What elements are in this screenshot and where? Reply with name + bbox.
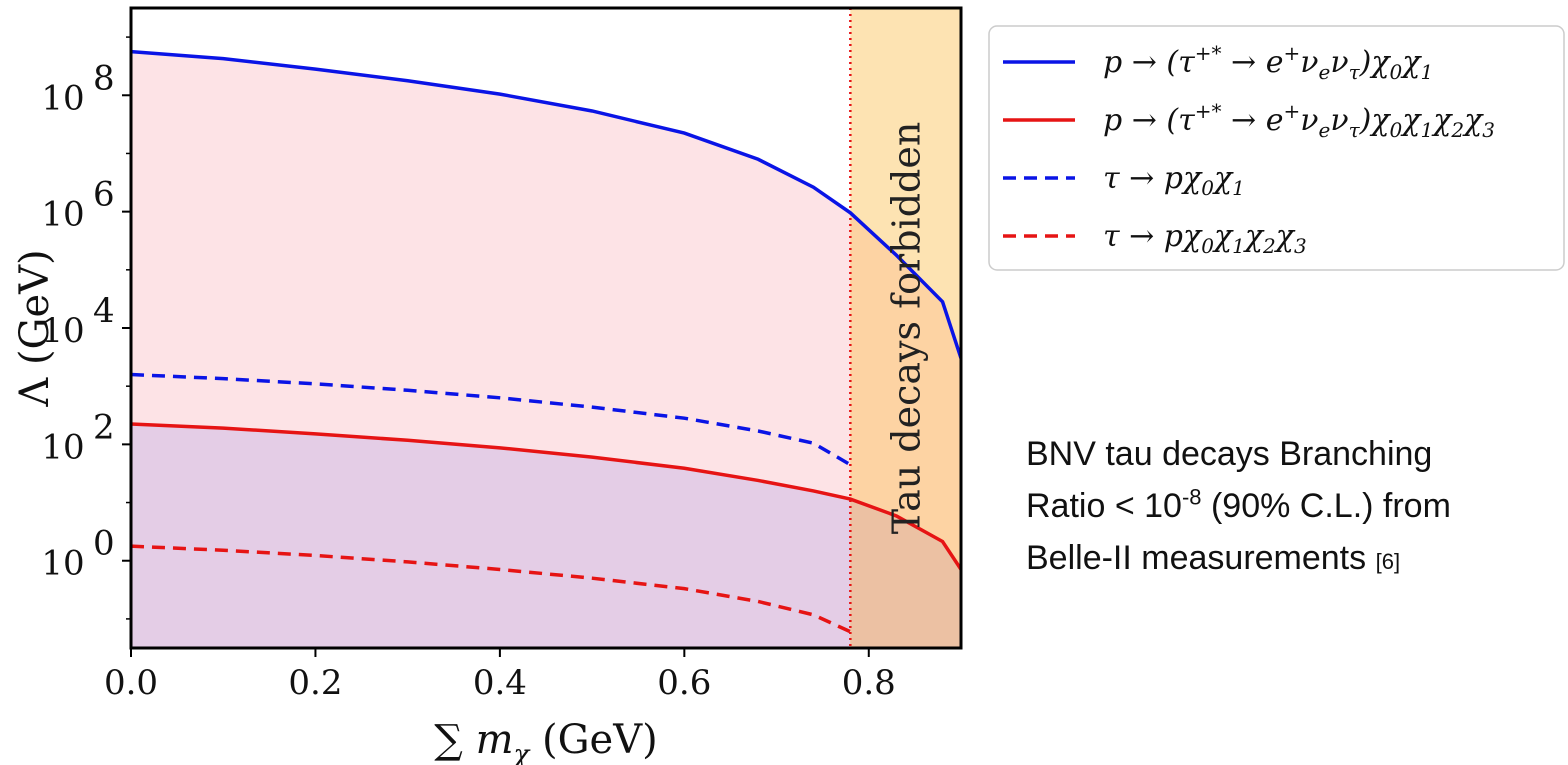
y-tick-label: 10 xyxy=(41,311,84,351)
y-tick-exponent: 4 xyxy=(93,291,115,331)
note-line-2-sup: -8 xyxy=(1181,484,1202,510)
legend-label-2: p → (τ+* → e+νeντ)χ0χ1χ2χ3 xyxy=(1103,99,1495,142)
y-tick-label: 10 xyxy=(41,427,84,467)
note-line-2-b: (90% C.L.) from xyxy=(1201,487,1451,525)
y-tick-exponent: 8 xyxy=(93,58,115,98)
legend-label-1: p → (τ+* → e+νeντ)χ0χ1 xyxy=(1103,41,1433,84)
series-line-4 xyxy=(131,544,852,634)
note-line-2-a: Ratio < 10 xyxy=(1026,487,1182,525)
x-tick-label: 0.6 xyxy=(657,663,711,703)
legend-label-3: τ → pχ0χ1 xyxy=(1103,161,1245,200)
y-tick-label: 10 xyxy=(41,544,84,584)
y-tick-label: 10 xyxy=(41,195,84,235)
y-tick-exponent: 2 xyxy=(93,407,115,447)
branching-ratio-note: BNV tau decays Branching Ratio < 10-8 (9… xyxy=(1026,428,1556,588)
note-reference: [6] xyxy=(1375,549,1401,574)
legend-box xyxy=(988,25,1565,271)
legend-label-4: τ → pχ0χ1χ2χ3 xyxy=(1103,219,1307,258)
note-line-3-a: Belle-II measurements xyxy=(1026,539,1376,577)
note-line-1: BNV tau decays Branching xyxy=(1026,435,1433,473)
forbidden-overlap-purple xyxy=(850,499,961,648)
series-line-3 xyxy=(131,372,852,467)
y-tick-exponent: 6 xyxy=(93,175,115,215)
x-axis-label: ∑ mχ (GeV) xyxy=(434,717,657,765)
series-line-2 xyxy=(131,422,961,571)
series-lines xyxy=(131,8,961,648)
x-tick-label: 0.0 xyxy=(104,663,158,703)
axis-labels: ∑ mχ (GeV) Λ (GeV) xyxy=(12,249,658,765)
x-tick-label: 0.8 xyxy=(842,663,896,703)
y-axis-label: Λ (GeV) xyxy=(12,249,58,407)
note-line-3: Belle-II measurements [6] xyxy=(1026,532,1556,588)
y-tick-exponent: 0 xyxy=(93,524,115,564)
x-axis-ticks: 0.0 0.2 0.4 0.6 0.8 xyxy=(104,648,896,703)
forbidden-region-text: Tau decays forbidden xyxy=(885,122,929,535)
legend: p → (τ+* → e+νeντ)χ0χ1 p → (τ+* → e+νeντ)… xyxy=(988,25,1565,271)
forbidden-region-label: Tau decays forbidden xyxy=(885,122,929,535)
series-line-1 xyxy=(131,49,961,359)
note-line-2: Ratio < 10-8 (90% C.L.) from xyxy=(1026,480,1556,532)
x-tick-label: 0.4 xyxy=(473,663,527,703)
y-tick-label: 10 xyxy=(41,78,84,118)
x-tick-label: 0.2 xyxy=(288,663,342,703)
